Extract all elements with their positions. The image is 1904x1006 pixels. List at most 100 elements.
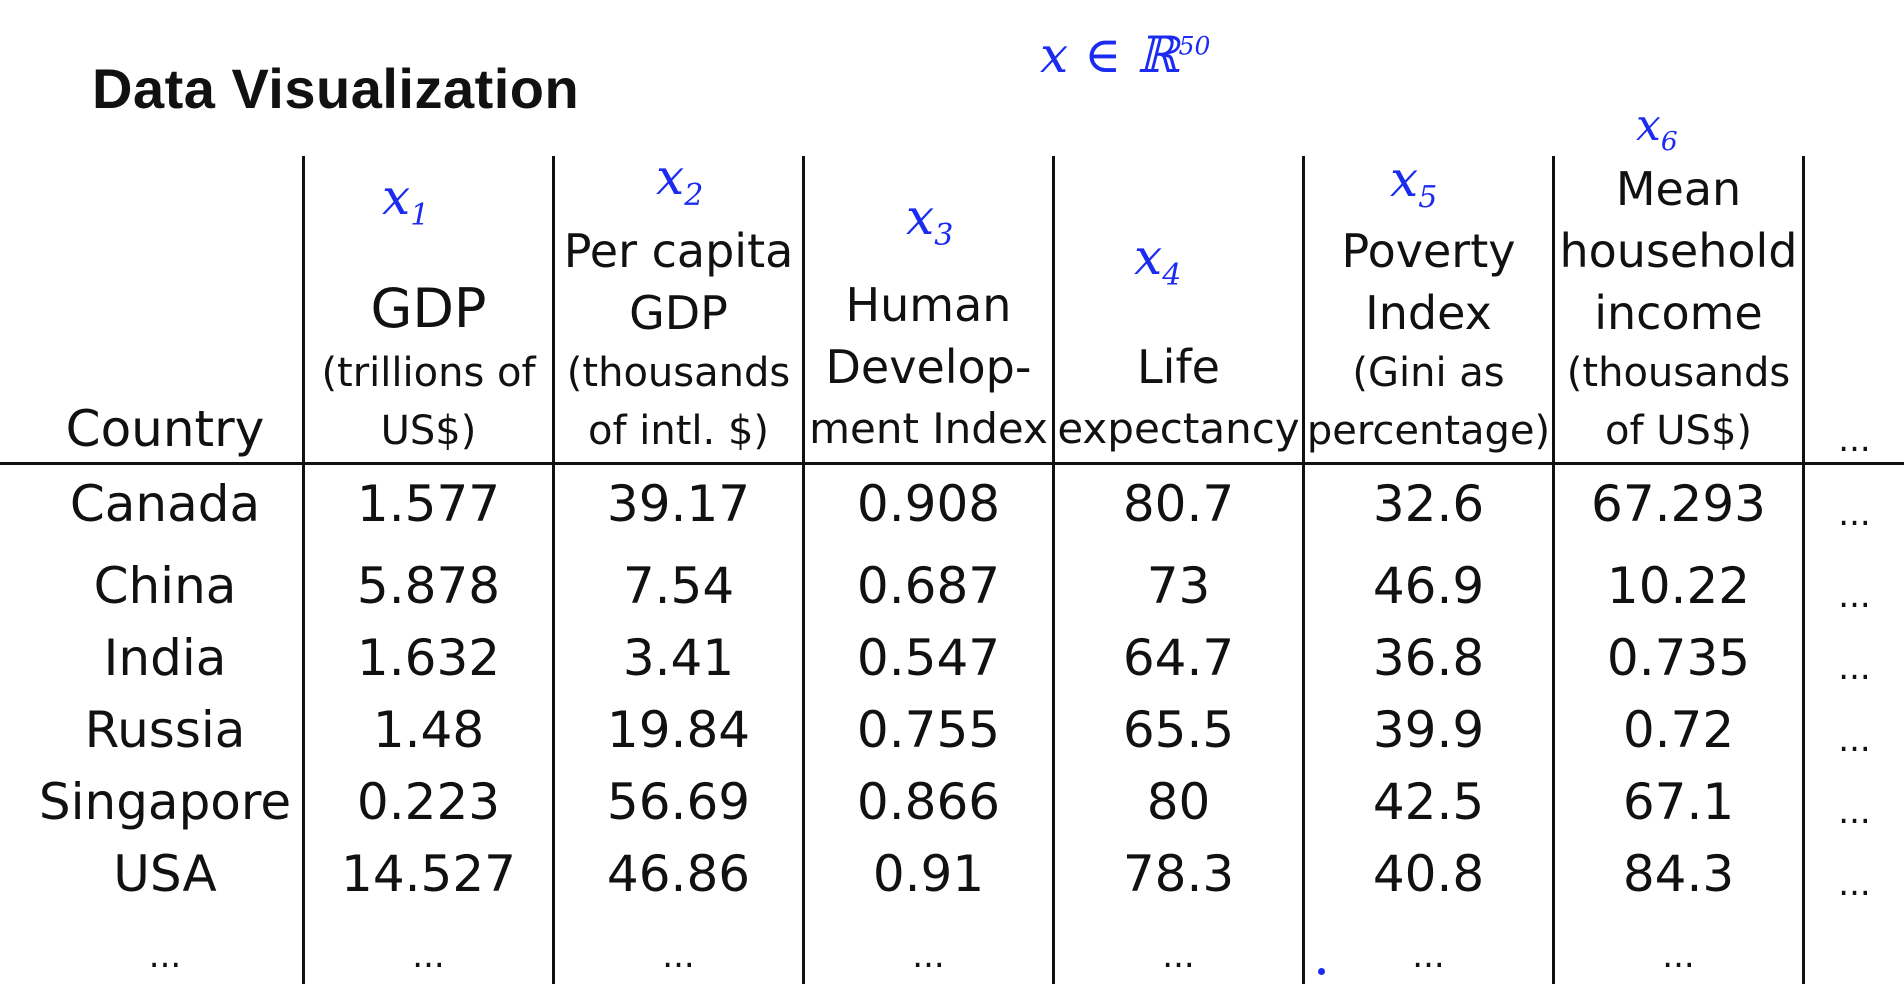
feature-label-x5: x5	[1390, 150, 1437, 215]
cell-hdi: 0.908	[856, 475, 1001, 533]
header-life-l2: expectancy	[1057, 404, 1300, 453]
cell-gdp: 1.632	[356, 629, 501, 687]
column-divider	[1552, 156, 1555, 984]
cell-per-capita-gdp: 3.41	[622, 629, 735, 687]
column-divider	[552, 156, 555, 984]
cell-household-income: 10.22	[1606, 557, 1751, 615]
feature-label-x3-letter: x	[906, 188, 935, 246]
header-hdi-l1: Human	[845, 278, 1012, 332]
feature-label-x2-subscript: 2	[684, 178, 704, 213]
header-per-capita-sub1: (thousands	[566, 350, 791, 396]
cell-life-expectancy: 80.7	[1122, 475, 1235, 533]
cell-more: ...	[1838, 864, 1871, 904]
cell-country: Canada	[69, 475, 261, 533]
cell-poverty-index: 36.8	[1372, 629, 1485, 687]
ink-dot	[1318, 968, 1325, 975]
header-more: ...	[1838, 420, 1871, 460]
cell-household-income: 67.1	[1622, 773, 1735, 831]
header-hdi-l3: ment Index	[809, 404, 1048, 453]
cell-poverty-index: 32.6	[1372, 475, 1485, 533]
cell-per-capita-gdp: 56.69	[606, 773, 751, 831]
cell-gdp: 5.878	[356, 557, 501, 615]
cell-hdi: 0.687	[856, 557, 1001, 615]
header-divider	[0, 462, 1904, 465]
header-income-l2: household	[1559, 224, 1798, 278]
cell-per-capita-gdp: 46.86	[606, 845, 751, 903]
header-gdp-main: GDP	[370, 277, 487, 340]
set-annotation-text: x ∈ ℝ	[1040, 26, 1179, 84]
page-title: Data Visualization	[92, 57, 580, 120]
cell-gdp: 0.223	[356, 773, 501, 831]
feature-label-x4-letter: x	[1134, 228, 1163, 286]
cell-life-expectancy: 65.5	[1122, 701, 1235, 759]
feature-label-x1: x1	[382, 168, 429, 233]
cell-household-income: 0.735	[1606, 629, 1751, 687]
cell-hdi: 0.91	[872, 845, 985, 903]
header-income-sub2: of US$)	[1605, 408, 1752, 454]
feature-label-x2-letter: x	[656, 148, 685, 206]
feature-label-x6-letter: x	[1636, 100, 1661, 151]
cell-more: ...	[1838, 576, 1871, 616]
cell-country: Singapore	[38, 773, 292, 831]
cell-more: ...	[1838, 494, 1871, 534]
cell-more: ...	[1838, 720, 1871, 760]
header-life-l1: Life	[1137, 340, 1220, 394]
header-country: Country	[30, 160, 300, 460]
cell-poverty-index: 39.9	[1372, 701, 1485, 759]
column-divider	[302, 156, 305, 984]
column-divider	[1802, 156, 1805, 984]
cell-household-income: ...	[1662, 936, 1695, 976]
set-annotation: x ∈ ℝ50	[1040, 26, 1210, 84]
cell-country: Russia	[84, 701, 246, 759]
feature-label-x3: x3	[906, 188, 953, 253]
header-per-capita-l1: Per capita	[563, 224, 794, 278]
cell-per-capita-gdp: 39.17	[606, 475, 751, 533]
cell-gdp: 1.577	[356, 475, 501, 533]
cell-poverty-index: ...	[1412, 936, 1445, 976]
cell-more: ...	[1838, 648, 1871, 688]
feature-label-x1-subscript: 1	[410, 198, 430, 233]
feature-label-x6-subscript: 6	[1660, 125, 1678, 157]
cell-life-expectancy: 80	[1146, 773, 1211, 831]
feature-label-x4: x4	[1134, 228, 1181, 293]
header-poverty-l1: Poverty	[1341, 224, 1516, 278]
cell-hdi: 0.547	[856, 629, 1001, 687]
cell-hdi: ...	[912, 936, 945, 976]
cell-household-income: 84.3	[1622, 845, 1735, 903]
cell-more: ...	[1838, 792, 1871, 832]
cell-life-expectancy: 64.7	[1122, 629, 1235, 687]
header-gdp: GDP (trillions of US$)	[305, 160, 552, 460]
cell-country: India	[103, 629, 227, 687]
cell-gdp: 1.48	[372, 701, 485, 759]
cell-gdp: 14.527	[341, 845, 516, 903]
feature-label-x1-letter: x	[382, 168, 411, 226]
cell-poverty-index: 42.5	[1372, 773, 1485, 831]
feature-label-x2: x2	[656, 148, 703, 213]
cell-household-income: 0.72	[1622, 701, 1735, 759]
cell-country: ...	[148, 936, 182, 976]
cell-life-expectancy: 78.3	[1122, 845, 1235, 903]
header-poverty-l2: Index	[1365, 286, 1492, 340]
header-poverty-index: Poverty Index (Gini as percentage)	[1305, 160, 1552, 460]
cell-life-expectancy: ...	[1162, 936, 1195, 976]
column-divider	[1052, 156, 1055, 984]
feature-label-x5-letter: x	[1390, 150, 1419, 208]
header-per-capita-sub2: of intl. $)	[587, 408, 769, 454]
feature-label-x5-subscript: 5	[1418, 180, 1438, 215]
header-household-income: Mean household income (thousands of US$)	[1555, 160, 1802, 460]
cell-per-capita-gdp: 7.54	[622, 557, 735, 615]
column-divider	[802, 156, 805, 984]
cell-gdp: ...	[412, 936, 445, 976]
header-poverty-sub1: (Gini as	[1352, 350, 1505, 396]
cell-country: USA	[113, 845, 217, 903]
cell-household-income: 67.293	[1591, 475, 1766, 533]
header-income-sub1: (thousands	[1566, 350, 1791, 396]
cell-hdi: 0.755	[856, 701, 1001, 759]
header-life-expectancy: Life expectancy	[1055, 160, 1302, 460]
cell-country: China	[93, 557, 237, 615]
cell-life-expectancy: 73	[1146, 557, 1211, 615]
column-divider	[1302, 156, 1305, 984]
header-income-l3: income	[1594, 286, 1763, 340]
cell-per-capita-gdp: ...	[662, 936, 695, 976]
header-country-label: Country	[65, 400, 265, 458]
